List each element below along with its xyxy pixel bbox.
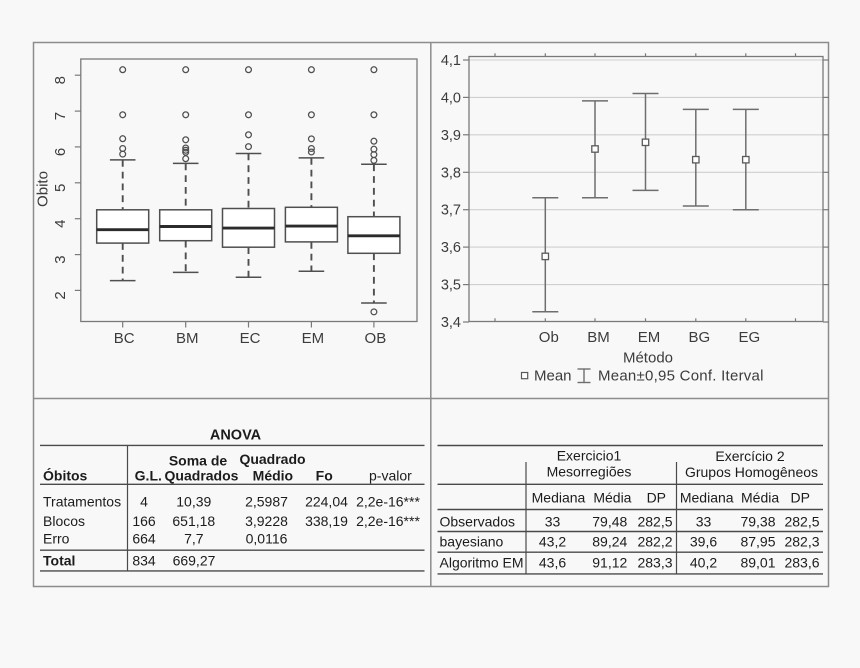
svg-text:3,8: 3,8: [441, 165, 461, 181]
svg-text:2,2e-16***: 2,2e-16***: [356, 513, 420, 529]
svg-text:4: 4: [140, 494, 148, 510]
svg-text:Mediana: Mediana: [532, 489, 586, 505]
svg-text:2: 2: [52, 291, 69, 299]
svg-text:282,2: 282,2: [637, 534, 672, 550]
svg-text:Mesorregiões: Mesorregiões: [547, 464, 632, 480]
svg-text:bayesiano: bayesiano: [440, 534, 504, 550]
svg-text:282,5: 282,5: [637, 513, 672, 529]
svg-text:Exercício 2: Exercício 2: [715, 448, 784, 464]
svg-text:BC: BC: [114, 330, 135, 347]
svg-text:3,4: 3,4: [441, 315, 461, 331]
svg-text:Mean±0,95 Conf. Iterval: Mean±0,95 Conf. Iterval: [598, 368, 764, 385]
svg-text:39,6: 39,6: [690, 534, 717, 550]
svg-text:Mediana: Mediana: [680, 489, 734, 505]
svg-text:7,7: 7,7: [184, 531, 204, 547]
svg-text:Exercicio1: Exercicio1: [557, 448, 622, 464]
svg-text:3,6: 3,6: [441, 240, 461, 256]
svg-text:EG: EG: [738, 329, 760, 346]
svg-text:Blocos: Blocos: [43, 513, 85, 529]
svg-text:10,39: 10,39: [176, 494, 211, 510]
svg-text:ANOVA: ANOVA: [210, 428, 262, 444]
svg-text:3,9: 3,9: [441, 128, 461, 144]
svg-text:89,24: 89,24: [592, 534, 627, 550]
svg-text:33: 33: [545, 513, 561, 529]
svg-text:Observados: Observados: [440, 513, 515, 529]
svg-text:40,2: 40,2: [690, 555, 717, 571]
svg-text:8: 8: [52, 76, 69, 84]
svg-text:651,18: 651,18: [172, 513, 215, 529]
svg-text:0,0116: 0,0116: [246, 531, 288, 547]
svg-text:166: 166: [132, 513, 156, 529]
svg-text:Fo: Fo: [316, 467, 333, 483]
svg-text:834: 834: [132, 552, 156, 568]
svg-text:Total: Total: [43, 552, 75, 568]
svg-text:Mean: Mean: [534, 368, 572, 385]
svg-text:224,04: 224,04: [305, 494, 348, 510]
svg-text:Quadrados: Quadrados: [165, 467, 239, 483]
svg-text:3,7: 3,7: [441, 203, 461, 219]
svg-text:EM: EM: [302, 330, 325, 347]
svg-text:EM: EM: [638, 329, 661, 346]
svg-text:79,38: 79,38: [740, 513, 775, 529]
svg-text:669,27: 669,27: [173, 552, 216, 568]
svg-text:3,9228: 3,9228: [245, 513, 288, 529]
svg-text:4: 4: [52, 220, 69, 228]
svg-text:79,48: 79,48: [592, 513, 627, 529]
svg-text:5: 5: [52, 184, 69, 192]
svg-text:OB: OB: [365, 330, 387, 347]
svg-text:Obito: Obito: [35, 171, 52, 207]
svg-text:43,2: 43,2: [539, 534, 566, 550]
svg-text:Tratamentos: Tratamentos: [43, 494, 121, 510]
svg-text:BM: BM: [587, 329, 610, 346]
svg-text:p-valor: p-valor: [369, 467, 412, 483]
svg-text:Grupos Homogêneos: Grupos Homogêneos: [685, 464, 818, 480]
svg-text:Médio: Médio: [253, 467, 293, 483]
svg-text:Quadrado: Quadrado: [239, 451, 305, 467]
svg-text:282,5: 282,5: [784, 513, 819, 529]
svg-text:Erro: Erro: [43, 531, 70, 547]
svg-text:EC: EC: [240, 330, 261, 347]
svg-text:G.L.: G.L.: [135, 467, 162, 483]
svg-text:3,5: 3,5: [441, 278, 461, 294]
svg-text:Média: Média: [741, 489, 779, 505]
svg-text:Soma de: Soma de: [169, 453, 228, 469]
svg-text:DP: DP: [790, 489, 809, 505]
svg-text:43,6: 43,6: [539, 555, 566, 571]
svg-text:Algoritmo EM: Algoritmo EM: [440, 555, 524, 571]
svg-text:6: 6: [52, 148, 69, 156]
svg-text:91,12: 91,12: [592, 555, 627, 571]
svg-text:BM: BM: [176, 330, 199, 347]
svg-text:33: 33: [696, 513, 712, 529]
svg-text:3: 3: [52, 255, 69, 263]
svg-text:Ob: Ob: [539, 329, 559, 346]
svg-text:338,19: 338,19: [305, 513, 348, 529]
svg-text:BG: BG: [688, 329, 710, 346]
svg-text:7: 7: [52, 112, 69, 120]
svg-text:283,6: 283,6: [784, 555, 819, 571]
svg-text:Média: Média: [593, 489, 631, 505]
svg-text:4,0: 4,0: [441, 90, 461, 106]
svg-text:283,3: 283,3: [637, 555, 672, 571]
svg-text:2,5987: 2,5987: [245, 494, 288, 510]
svg-text:Óbitos: Óbitos: [43, 466, 88, 483]
svg-text:DP: DP: [647, 489, 666, 505]
svg-text:4,1: 4,1: [441, 53, 461, 69]
svg-text:Método: Método: [623, 350, 673, 367]
svg-text:2,2e-16***: 2,2e-16***: [356, 494, 420, 510]
svg-text:664: 664: [132, 531, 156, 547]
svg-text:282,3: 282,3: [784, 534, 819, 550]
svg-text:87,95: 87,95: [740, 534, 775, 550]
svg-text:89,01: 89,01: [740, 555, 775, 571]
